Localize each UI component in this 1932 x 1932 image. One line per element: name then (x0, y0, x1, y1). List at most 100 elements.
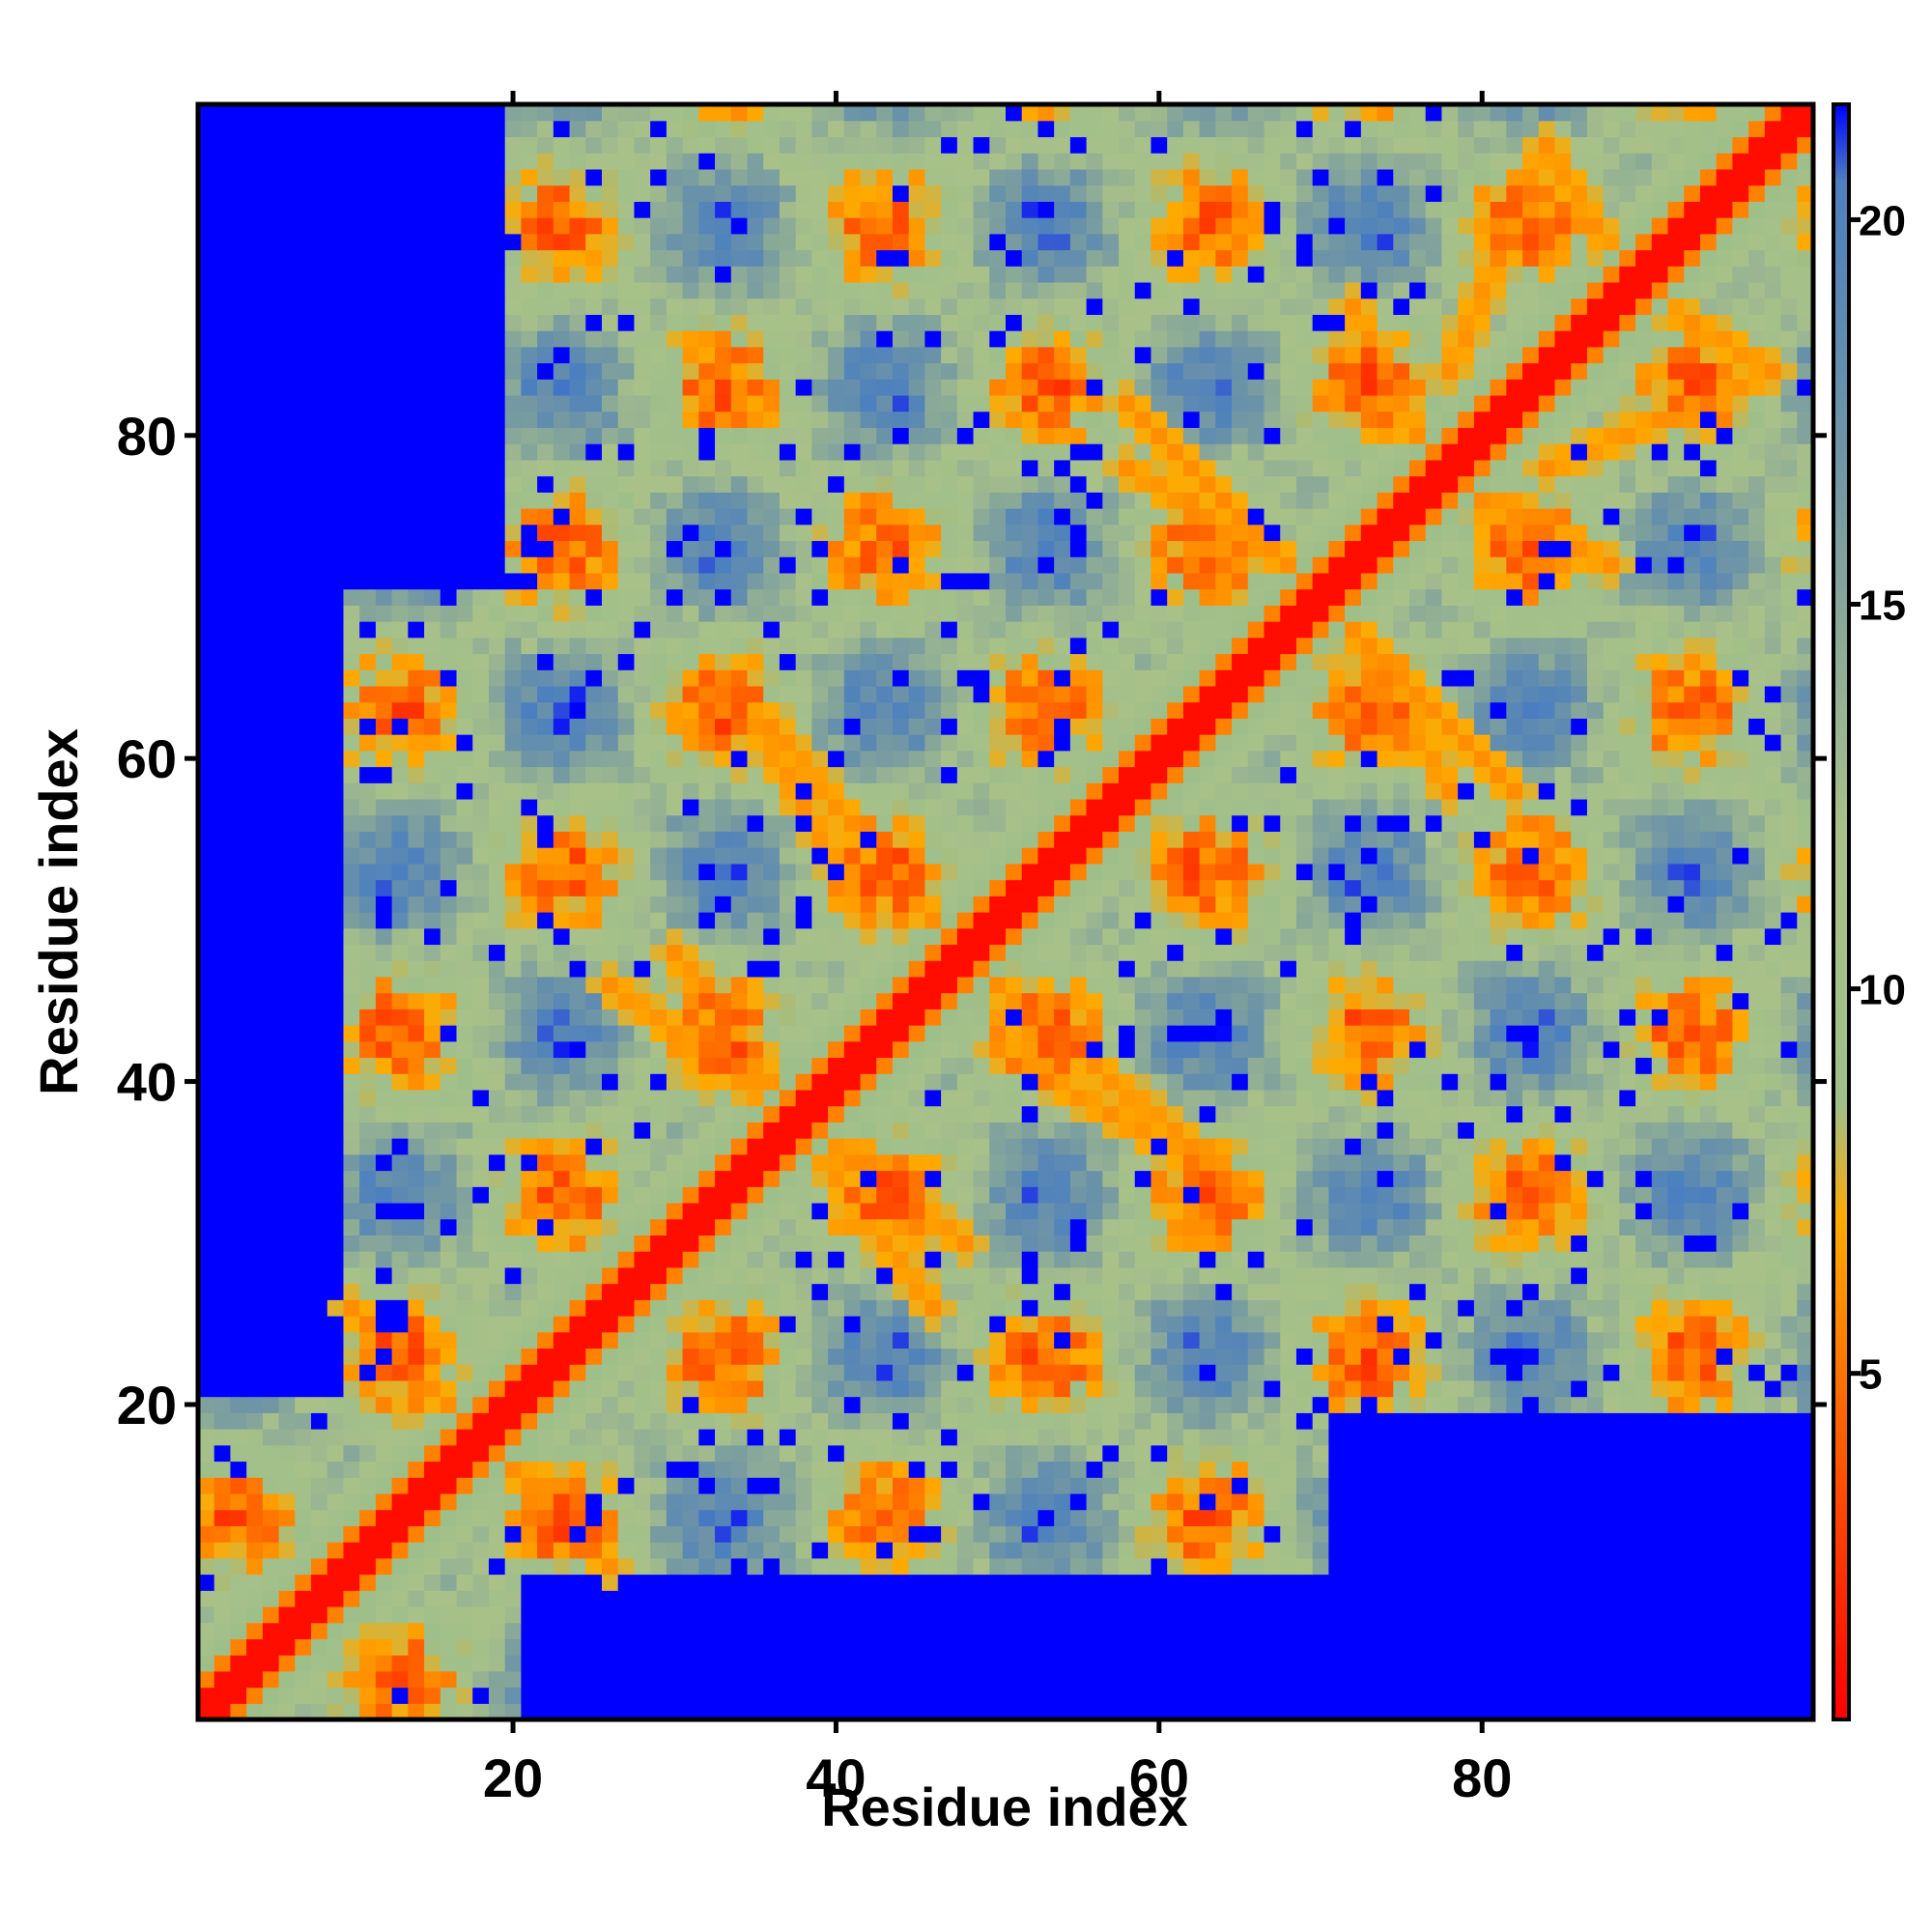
heatmap-cell (1458, 1557, 1475, 1576)
heatmap-cell (1295, 1025, 1314, 1042)
heatmap-cell (246, 1316, 264, 1333)
heatmap-cell (1797, 1170, 1814, 1187)
heatmap-cell (1054, 944, 1071, 961)
heatmap-cell (1538, 1412, 1556, 1430)
heatmap-cell (843, 1138, 862, 1155)
heatmap-cell (472, 1331, 490, 1350)
heatmap-cell (1215, 1670, 1233, 1689)
heatmap-cell (1667, 1379, 1685, 1398)
heatmap-cell (1069, 1574, 1088, 1591)
heatmap-cell (521, 944, 538, 961)
heatmap-cell (1054, 912, 1071, 929)
heatmap-cell (1360, 1509, 1378, 1526)
heatmap-cell (1069, 1266, 1088, 1285)
heatmap-cell (795, 1655, 812, 1672)
heatmap-cell (537, 1266, 554, 1285)
heatmap-cell (1021, 1461, 1039, 1478)
heatmap-cell (1167, 1073, 1184, 1091)
heatmap-cell (246, 1153, 264, 1172)
heatmap-cell (828, 1025, 845, 1042)
heatmap-cell (1345, 1283, 1362, 1300)
heatmap-cell (1151, 1073, 1168, 1091)
heatmap-cell (246, 1655, 264, 1672)
heatmap-cell (828, 1251, 845, 1268)
heatmap-cell (908, 1364, 925, 1381)
heatmap-cell (617, 1009, 636, 1026)
heatmap-cell (811, 1429, 829, 1446)
heatmap-cell (843, 1153, 862, 1172)
heatmap-cell (585, 1235, 603, 1252)
heatmap-cell (1667, 1670, 1685, 1689)
heatmap-cell (1215, 1396, 1233, 1413)
heatmap-cell (537, 1170, 554, 1187)
heatmap-cell (1635, 1316, 1653, 1333)
heatmap-cell (730, 1251, 749, 1268)
heatmap-cell (1377, 976, 1394, 994)
heatmap-cell (908, 1283, 925, 1300)
heatmap-cell (860, 1138, 877, 1155)
heatmap-cell (440, 1461, 458, 1478)
heatmap-cell (1264, 1655, 1281, 1672)
heatmap-cell (1651, 1122, 1669, 1139)
heatmap-cell (521, 1364, 538, 1381)
heatmap-cell (1699, 1638, 1718, 1656)
heatmap-cell (1458, 1073, 1475, 1091)
heatmap-cell (860, 927, 877, 946)
heatmap-cell (198, 1073, 215, 1091)
heatmap-cell (1619, 1364, 1636, 1381)
heatmap-cell (1006, 1170, 1023, 1187)
heatmap-cell (1684, 1105, 1701, 1122)
heatmap-cell (1748, 1429, 1766, 1446)
heatmap-cell (973, 976, 990, 994)
heatmap-cell (1506, 1655, 1523, 1672)
heatmap-cell (650, 1412, 668, 1430)
heatmap-cell (391, 1316, 409, 1333)
heatmap-cell (1716, 1670, 1733, 1689)
heatmap-cell (1360, 976, 1378, 994)
heatmap-cell (1571, 1412, 1588, 1430)
heatmap-cell (1069, 1316, 1088, 1333)
heatmap-cell (456, 992, 473, 1009)
heatmap-cell (843, 1574, 862, 1591)
heatmap-cell (1490, 1040, 1507, 1059)
heatmap-cell (682, 1105, 699, 1122)
heatmap-cell (1295, 1444, 1314, 1463)
heatmap-cell (198, 1040, 215, 1059)
heatmap-cell (391, 1444, 409, 1463)
heatmap-cell (375, 1089, 393, 1107)
heatmap-cell (569, 992, 586, 1009)
heatmap-cell (585, 1138, 603, 1155)
heatmap-cell (876, 927, 894, 946)
heatmap-cell (1393, 1073, 1410, 1091)
heatmap-cell (1215, 1542, 1233, 1559)
heatmap-cell (1167, 1331, 1184, 1350)
heatmap-cell (811, 1040, 829, 1059)
heatmap-cell (198, 1557, 215, 1576)
heatmap-cell (198, 1687, 215, 1704)
heatmap-cell (343, 1316, 360, 1333)
heatmap-cell (1571, 1316, 1588, 1333)
heatmap-cell (843, 912, 862, 929)
heatmap-cell (311, 1703, 328, 1720)
heatmap-cell (698, 1186, 716, 1204)
heatmap-cell (1295, 1557, 1314, 1576)
heatmap-cell (262, 1283, 280, 1300)
heatmap-cell (246, 1089, 264, 1107)
heatmap-cell (1458, 1542, 1475, 1559)
heatmap-cell (924, 1170, 942, 1187)
heatmap-cell (375, 1574, 393, 1591)
heatmap-cell (1667, 1266, 1685, 1285)
heatmap-cell (375, 1379, 393, 1398)
heatmap-cell (391, 944, 409, 961)
heatmap-cell (924, 1040, 942, 1059)
heatmap-cell (1764, 1299, 1782, 1317)
heatmap-cell (1490, 1266, 1507, 1285)
heatmap-cell (569, 1687, 586, 1704)
heatmap-cell (973, 1105, 990, 1122)
heatmap-cell (1182, 1251, 1201, 1268)
heatmap-cell (941, 1542, 958, 1559)
heatmap-cell (843, 1670, 862, 1689)
heatmap-cell (1684, 1590, 1701, 1607)
heatmap-cell (989, 1202, 1007, 1220)
heatmap-cell (1393, 1105, 1410, 1122)
